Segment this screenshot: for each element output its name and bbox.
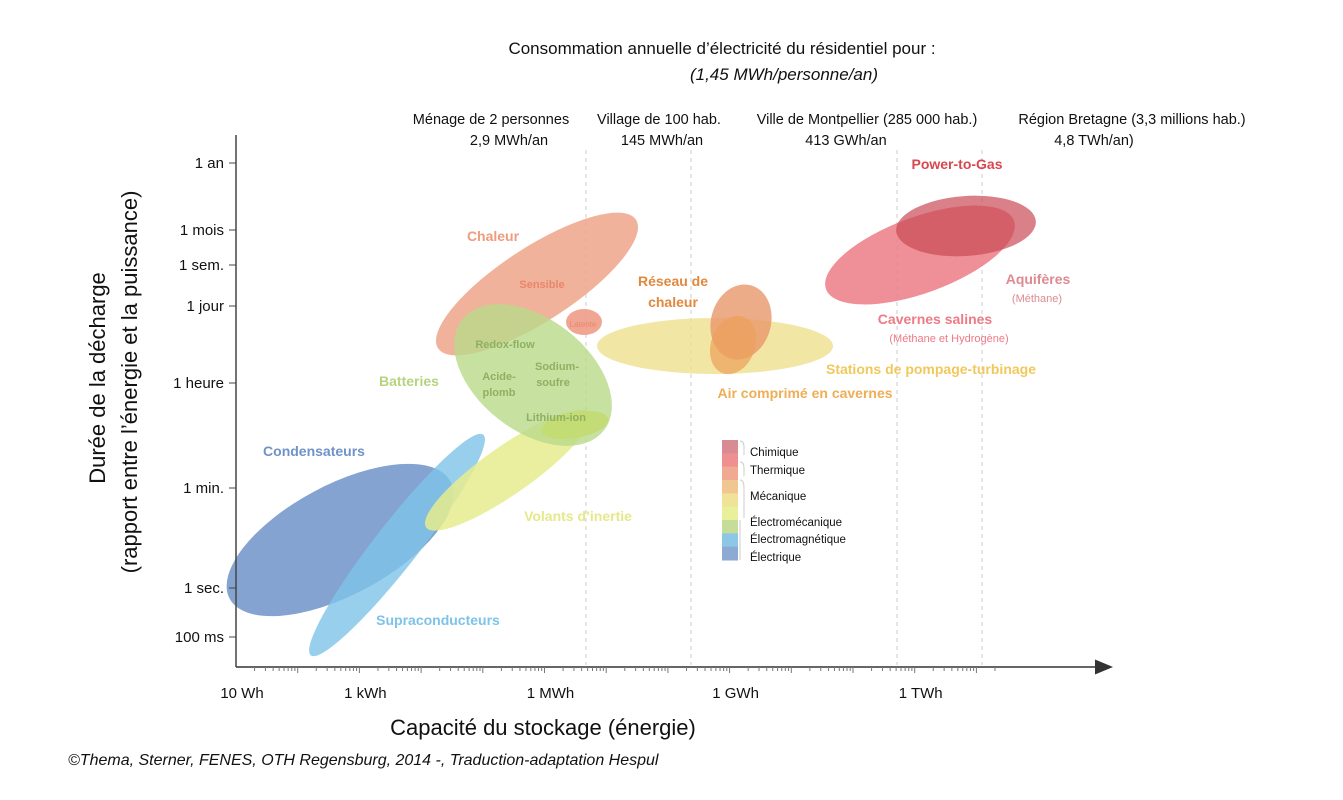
label-latente: Latente [570,320,597,329]
ref-name: Ville de Montpellier (285 000 hab.) [757,112,978,128]
legend-mecanique: Mécanique [750,491,806,503]
legend-swatch [722,520,738,534]
air-comprime-region [709,315,757,375]
legend-electrique: Électrique [750,551,801,564]
label-condensateurs: Condensateurs [263,443,365,459]
y-axis-label: Durée de la décharge [85,272,110,484]
label-batteries: Batteries [379,373,439,389]
label-redox-flow: Redox-flow [475,339,535,351]
credit: ©Thema, Sterner, FENES, OTH Regensburg, … [68,752,659,769]
region-labels: Chaleur Sensible Latente Batteries Redox… [263,156,1070,628]
ref-value: 145 MWh/an [621,133,703,149]
ref-value: 2,9 MWh/an [470,133,548,149]
label-air-comprime: Air comprimé en cavernes [717,385,892,401]
label-sensible: Sensible [519,279,564,291]
y-tick-label: 1 sem. [179,257,224,274]
label-pompage: Stations de pompage-turbinage [826,361,1036,377]
label-power-to-gas: Power-to-Gas [911,156,1002,172]
ref-name: Village de 100 hab. [597,112,721,128]
y-tick-label: 1 min. [183,480,224,497]
ref-name: Ménage de 2 personnes [413,112,569,128]
chart-subtitle: (1,45 MWh/personne/an) [690,65,878,84]
legend-swatch [722,533,738,548]
legend-swatch [722,466,738,481]
y-ticks: 1 an 1 mois 1 sem. 1 jour 1 heure 1 min. 1 sec… [173,155,236,646]
label-plomb: plomb [483,387,516,399]
label-volants: Volants d’inertie [524,508,632,524]
legend-swatch [722,440,738,454]
regions [226,195,1036,657]
y-axis-label-2: (rapport entre l’énergie et la puissance… [117,191,142,574]
copyright-symbol: © [68,752,80,769]
x-tick-label: 1 MWh [527,685,575,702]
condensateurs-region [226,463,454,617]
ref-value: 4,8 TWh/an) [1054,133,1134,149]
label-soufre: soufre [536,377,570,389]
label-sodium: Sodium- [535,361,579,373]
x-axis-label: Capacité du stockage (énergie) [390,715,696,740]
label-aquiferes: Aquifères [1006,271,1071,287]
x-minor-ticks [254,667,996,673]
x-tick-label: 1 GWh [712,685,759,702]
latente-region [566,309,602,335]
label-cavernes-salines: Cavernes salines [878,311,993,327]
x-tick-label: 1 kWh [344,685,387,702]
legend-brackets [739,440,745,560]
legend-swatch [722,493,738,508]
y-tick-label: 1 mois [180,222,224,239]
ref-name: Région Bretagne (3,3 millions hab.) [1018,112,1245,128]
x-tick-label: 10 Wh [220,685,263,702]
label-methane-hydrogene: (Méthane et Hydrogène) [889,333,1008,345]
legend-swatch [722,480,738,494]
reference-labels: Ménage de 2 personnes 2,9 MWh/an Village… [413,112,1246,149]
credit-authors: Thema, Sterner, FENES, OTH Regensburg, 2… [80,752,446,769]
legend-swatch [722,453,738,468]
lithium-ion-region [541,410,609,440]
y-tick-label: 1 an [195,155,224,172]
y-tick-label: 1 sec. [184,580,224,597]
aquiferes-region [896,195,1036,257]
legend-electromecanique: Électromécanique [750,516,842,529]
label-reseau-chaleur: Réseau de [638,273,708,289]
credit-adaptation: Traduction-adaptation Hespul [445,752,659,769]
chart-title: Consommation annuelle d’électricité du r… [508,39,935,58]
legend-chimique: Chimique [750,447,799,459]
supraconducteurs-region [309,433,485,657]
x-ticks: 10 Wh 1 kWh 1 MWh 1 GWh 1 TWh [220,685,942,702]
x-tick-label: 1 TWh [899,685,943,702]
label-reseau-chaleur-2: chaleur [648,294,698,310]
legend-swatch [722,546,738,561]
legend-thermique: Thermique [750,465,805,477]
y-tick-label: 1 heure [173,375,224,392]
y-tick-label: 100 ms [175,629,224,646]
label-methane: (Méthane) [1012,293,1062,305]
legend-swatch [722,506,738,521]
ref-value: 413 GWh/an [805,133,886,149]
label-acide: Acide- [482,371,516,383]
y-tick-label: 1 jour [186,298,224,315]
label-supraconducteurs: Supraconducteurs [376,612,500,628]
label-chaleur: Chaleur [467,228,520,244]
batteries-region [454,304,612,446]
label-lithium-ion: Lithium-ion [526,412,586,424]
legend: Chimique Thermique Mécanique Électroméca… [722,440,846,564]
legend-electromagnetique: Électromagnétique [750,533,846,546]
